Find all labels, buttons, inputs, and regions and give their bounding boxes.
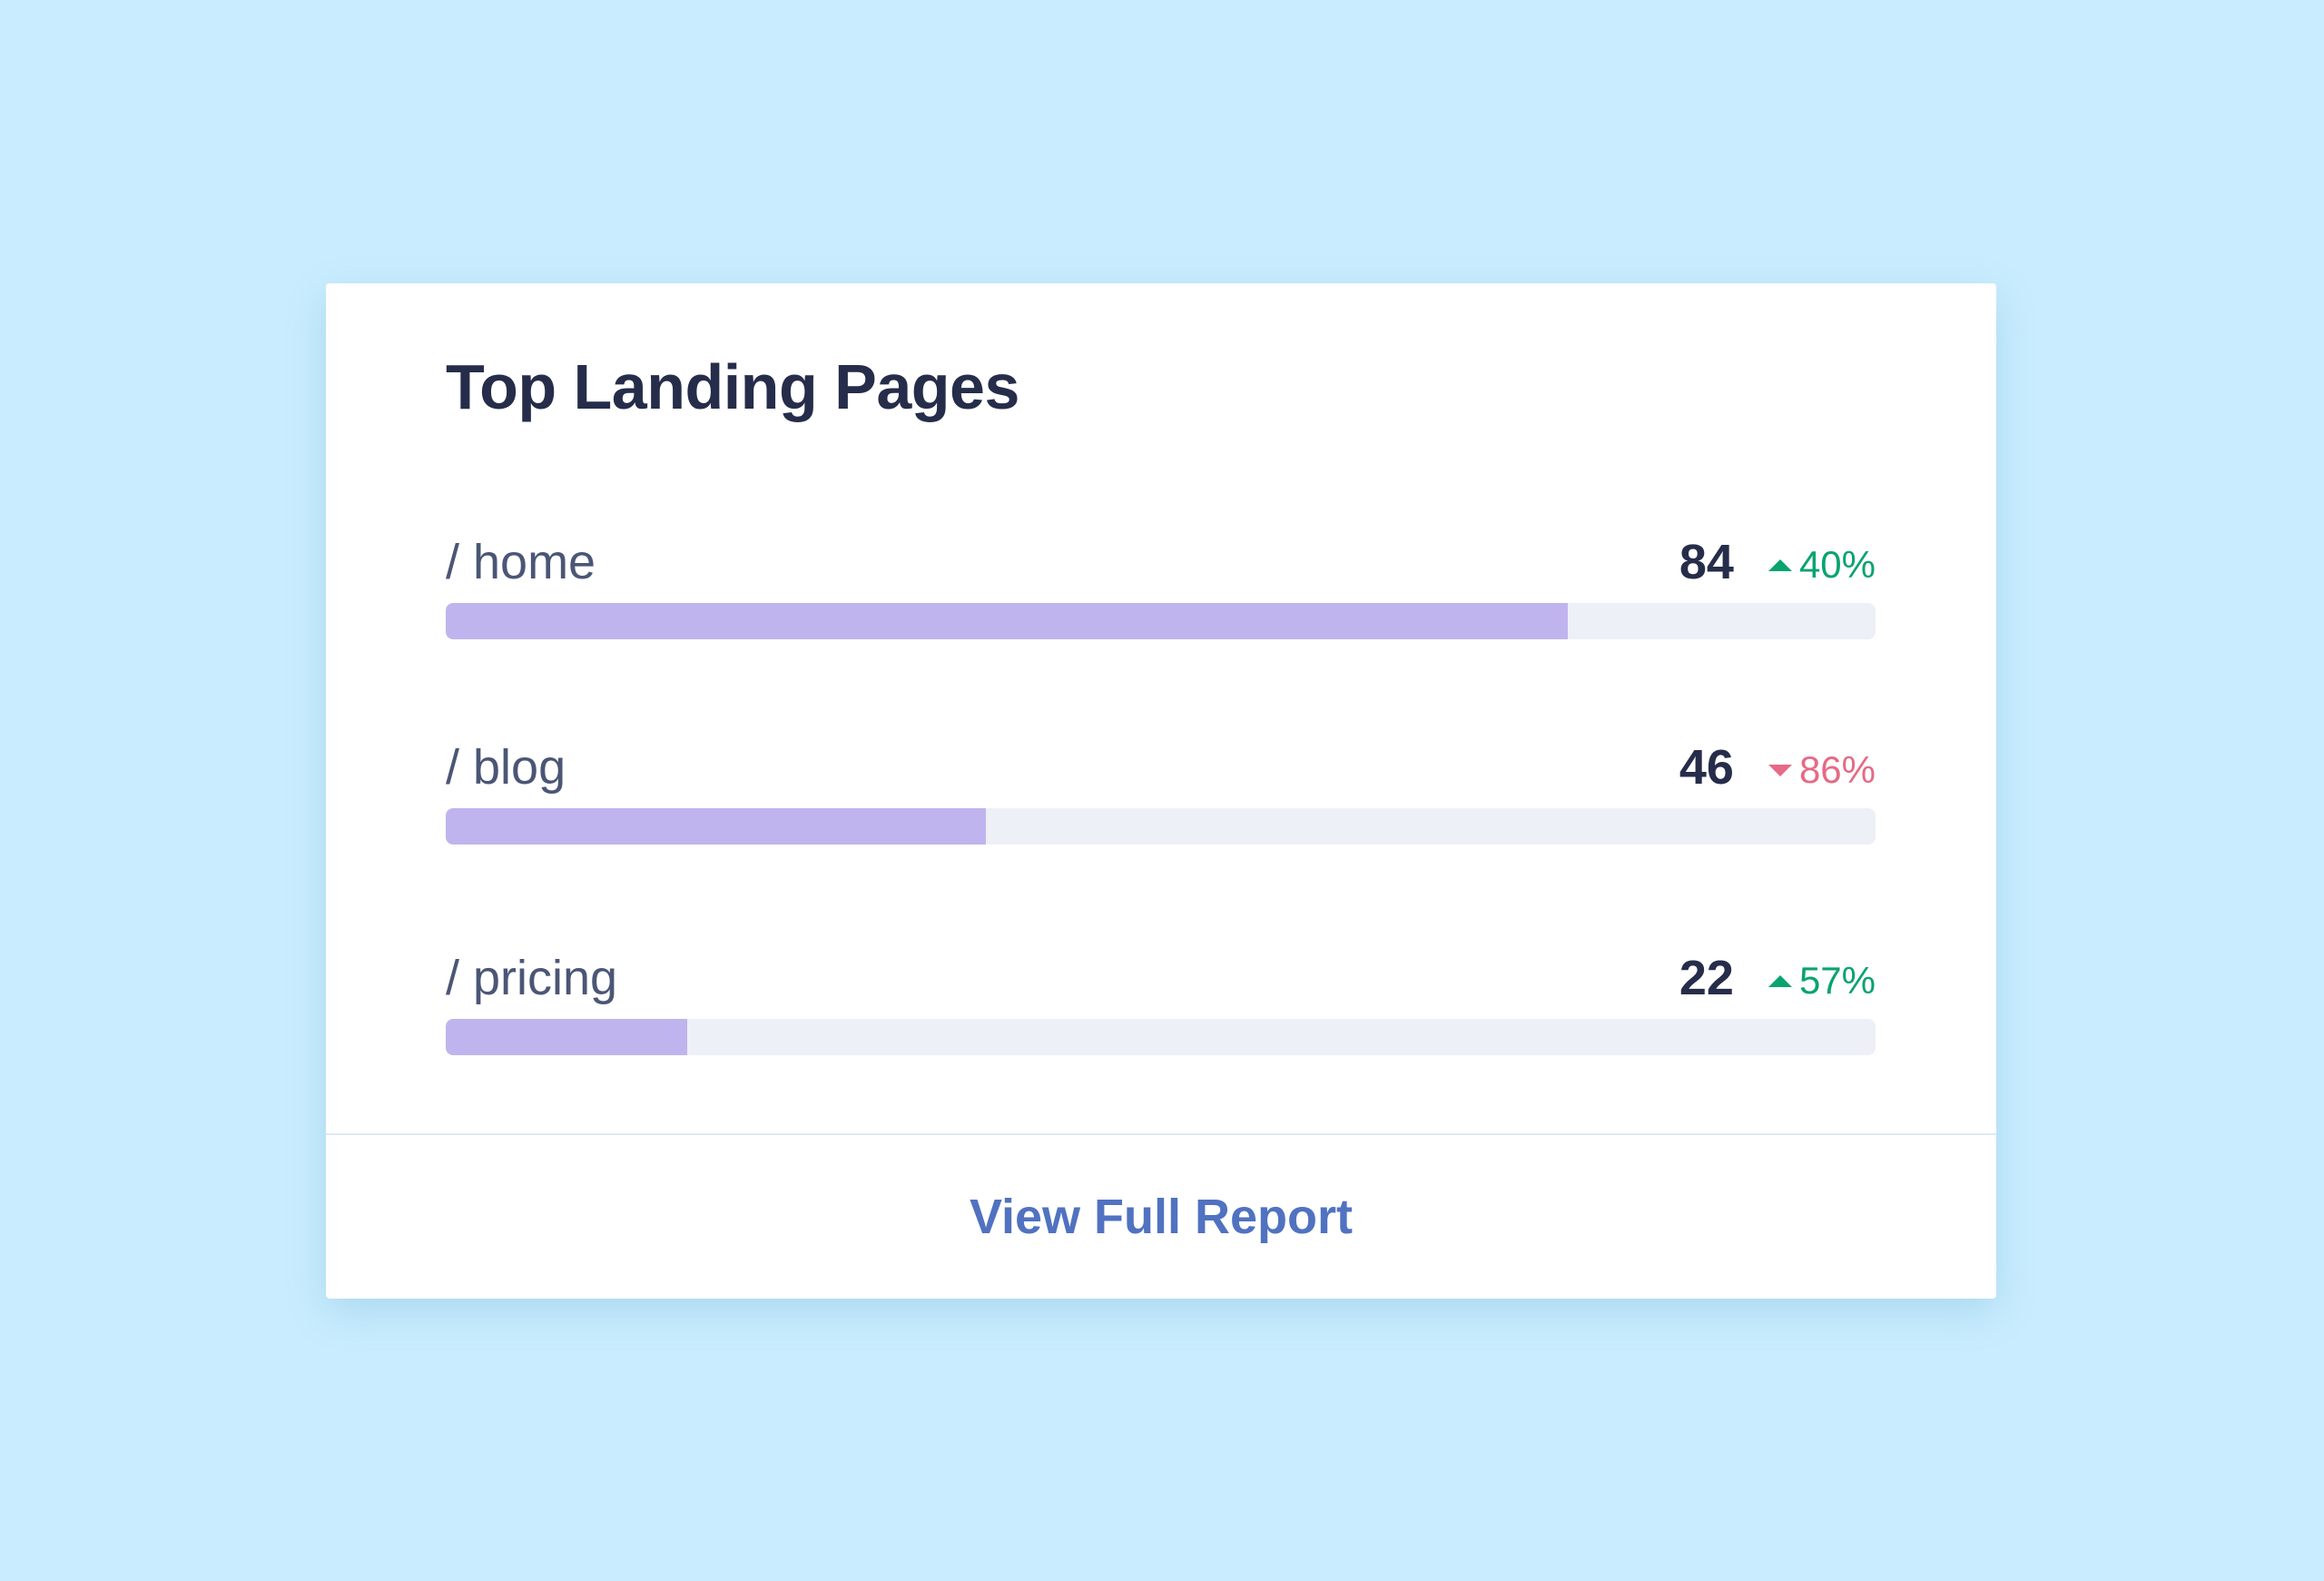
list-item: / home 84 40% xyxy=(446,519,1876,639)
page-path-label: / pricing xyxy=(446,951,618,1005)
view-full-report-link[interactable]: View Full Report xyxy=(969,1190,1354,1244)
row-stats: 22 57% xyxy=(1679,954,1876,1008)
list-item: / blog 46 86% xyxy=(446,725,1876,845)
progress-fill xyxy=(446,1019,688,1055)
row-stats: 84 40% xyxy=(1679,538,1876,592)
change-percent: 57% xyxy=(1798,959,1876,1002)
visit-count: 22 xyxy=(1679,951,1734,1005)
change-indicator: 40% xyxy=(1768,546,1876,587)
visit-count: 46 xyxy=(1679,740,1734,795)
progress-fill xyxy=(446,603,1569,639)
row-header: / pricing 22 57% xyxy=(446,935,1876,1008)
row-header: / home 84 40% xyxy=(446,519,1876,592)
arrow-down-icon xyxy=(1768,764,1792,776)
list-item: / pricing 22 57% xyxy=(446,935,1876,1055)
progress-track xyxy=(446,808,1876,845)
progress-track xyxy=(446,1019,1876,1055)
footer-divider xyxy=(326,1133,1996,1135)
change-percent: 40% xyxy=(1798,543,1876,586)
arrow-up-icon xyxy=(1768,974,1792,987)
arrow-up-icon xyxy=(1768,558,1792,571)
row-stats: 46 86% xyxy=(1679,743,1876,797)
change-indicator: 57% xyxy=(1768,962,1876,1003)
page-path-label: / blog xyxy=(446,740,566,795)
landing-pages-list: / home 84 40% / blog 46 xyxy=(446,519,1876,1055)
progress-fill xyxy=(446,808,987,845)
change-percent: 86% xyxy=(1798,748,1876,791)
row-header: / blog 46 86% xyxy=(446,725,1876,797)
page-path-label: / home xyxy=(446,535,596,589)
visit-count: 84 xyxy=(1679,535,1734,589)
progress-track xyxy=(446,603,1876,639)
top-landing-pages-card: Top Landing Pages / home 84 40% / blog xyxy=(326,283,1996,1299)
card-footer: View Full Report xyxy=(326,1135,1996,1299)
card-title: Top Landing Pages xyxy=(446,351,1019,422)
change-indicator: 86% xyxy=(1768,751,1876,792)
